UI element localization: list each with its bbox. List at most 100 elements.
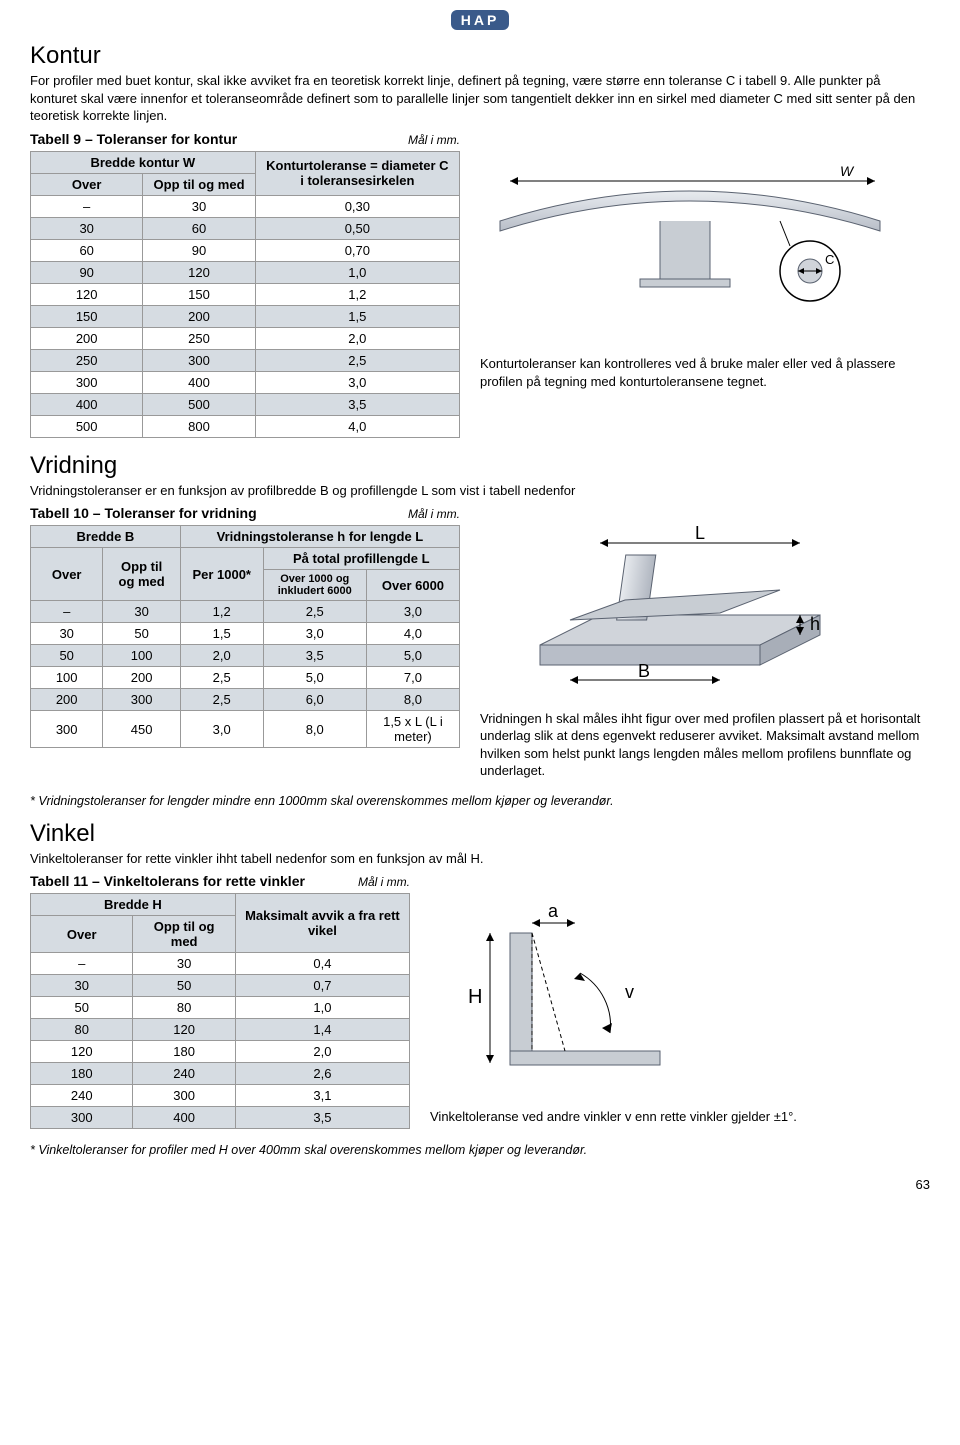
label-h: h <box>810 614 820 634</box>
kontur-intro: For profiler med buet kontur, skal ikke … <box>30 72 930 125</box>
table-cell: 240 <box>31 1085 133 1107</box>
table-cell: 0,4 <box>235 953 409 975</box>
t11-c2: Opp til og med <box>133 916 235 953</box>
table-cell: 180 <box>31 1063 133 1085</box>
table-cell: 300 <box>133 1085 235 1107</box>
table-cell: 50 <box>31 645 103 667</box>
t9-colgroup1: Bredde kontur W <box>31 151 256 173</box>
vridning-intro: Vridningstoleranser er en funksjon av pr… <box>30 482 930 500</box>
t10-c2: Opp til og med <box>103 548 181 601</box>
table-cell: 50 <box>31 997 133 1019</box>
label-C: C <box>825 252 834 267</box>
vridning-footnote: * Vridningstoleranser for lengder mindre… <box>30 794 930 808</box>
kontur-table-title: Tabell 9 – Toleranser for kontur <box>30 131 930 147</box>
table-cell: 120 <box>133 1019 235 1041</box>
table-row: 60900,70 <box>31 239 460 261</box>
table-cell: 50 <box>133 975 235 997</box>
table-cell: 400 <box>133 1107 235 1129</box>
table-row: 30500,7 <box>31 975 410 997</box>
t10-c3: Per 1000* <box>180 548 263 601</box>
vinkel-table-title: Tabell 11 – Vinkeltolerans for rette vin… <box>30 873 930 889</box>
t9-col1: Over <box>31 173 143 195</box>
table-cell: 30 <box>31 217 143 239</box>
table-cell: 3,0 <box>180 711 263 748</box>
table-cell: 1,0 <box>235 997 409 1019</box>
table-cell: 8,0 <box>366 689 459 711</box>
table-cell: 300 <box>31 371 143 393</box>
table-row: 5008004,0 <box>31 415 460 437</box>
table-cell: 300 <box>31 1107 133 1129</box>
table-cell: 4,0 <box>255 415 459 437</box>
table-row: –301,22,53,0 <box>31 601 460 623</box>
table-cell: 0,7 <box>235 975 409 997</box>
vinkel-caption: Vinkeltoleranse ved andre vinkler v enn … <box>430 1108 930 1126</box>
table-cell: 3,0 <box>366 601 459 623</box>
table-cell: 1,5 <box>180 623 263 645</box>
table-row: 2503002,5 <box>31 349 460 371</box>
table-cell: 240 <box>133 1063 235 1085</box>
table-row: 30501,53,04,0 <box>31 623 460 645</box>
table-cell: 250 <box>31 349 143 371</box>
vinkel-diagram: a H v <box>430 893 930 1098</box>
vridning-table-title: Tabell 10 – Toleranser for vridning <box>30 505 930 521</box>
table-cell: 90 <box>31 261 143 283</box>
table-cell: 200 <box>103 667 181 689</box>
label-B: B <box>638 661 650 681</box>
vinkel-footnote: * Vinkeltoleranser for profiler med H ov… <box>30 1143 930 1157</box>
label-L: L <box>695 525 705 543</box>
page-number: 63 <box>30 1177 930 1192</box>
table-row: –300,4 <box>31 953 410 975</box>
table-11: Bredde H Maksimalt avvik a fra rett vike… <box>30 893 410 1129</box>
table-cell: 180 <box>133 1041 235 1063</box>
t10-g2: Vridningstoleranse h for lengde L <box>180 526 459 548</box>
table-cell: 50 <box>103 623 181 645</box>
kontur-unit: Mål i mm. <box>408 133 460 147</box>
table-cell: 120 <box>31 1041 133 1063</box>
table-cell: 5,0 <box>263 667 366 689</box>
kontur-diagram: W C <box>480 151 930 346</box>
table-cell: 80 <box>133 997 235 1019</box>
t9-col3: Konturtoleranse = diameter C i toleranse… <box>255 151 459 195</box>
table-cell: 100 <box>31 667 103 689</box>
label-v: v <box>625 982 634 1002</box>
table-row: 1201501,2 <box>31 283 460 305</box>
table-cell: 2,5 <box>180 689 263 711</box>
table-row: 1002002,55,07,0 <box>31 667 460 689</box>
table-row: 50801,0 <box>31 997 410 1019</box>
vridning-heading: Vridning <box>30 452 930 480</box>
table-cell: 1,5 x L (L i meter) <box>366 711 459 748</box>
table-cell: 30 <box>103 601 181 623</box>
table-cell: 1,5 <box>255 305 459 327</box>
table-cell: 1,4 <box>235 1019 409 1041</box>
table-cell: – <box>31 195 143 217</box>
t11-c1: Over <box>31 916 133 953</box>
table-cell: 450 <box>103 711 181 748</box>
table-cell: 150 <box>31 305 143 327</box>
table-cell: 300 <box>143 349 255 371</box>
table-cell: 30 <box>31 623 103 645</box>
table-cell: – <box>31 601 103 623</box>
table-cell: 2,5 <box>263 601 366 623</box>
kontur-heading: Kontur <box>30 42 930 70</box>
table-cell: 2,6 <box>235 1063 409 1085</box>
table-row: 1201802,0 <box>31 1041 410 1063</box>
t9-col2: Opp til og med <box>143 173 255 195</box>
table-row: 30600,50 <box>31 217 460 239</box>
table-row: 4005003,5 <box>31 393 460 415</box>
table-cell: 6,0 <box>263 689 366 711</box>
table-row: –300,30 <box>31 195 460 217</box>
table-cell: 200 <box>143 305 255 327</box>
table-cell: 60 <box>31 239 143 261</box>
table-cell: 80 <box>31 1019 133 1041</box>
vinkel-heading: Vinkel <box>30 820 930 848</box>
table-cell: 3,5 <box>235 1107 409 1129</box>
kontur-caption: Konturtoleranser kan kontrolleres ved å … <box>480 355 930 390</box>
t11-g1: Bredde H <box>31 894 236 916</box>
table-cell: 5,0 <box>366 645 459 667</box>
table-row: 2002502,0 <box>31 327 460 349</box>
table-cell: 30 <box>143 195 255 217</box>
table-cell: 150 <box>143 283 255 305</box>
vridning-unit: Mål i mm. <box>408 507 460 521</box>
label-W: W <box>840 163 855 179</box>
table-cell: – <box>31 953 133 975</box>
